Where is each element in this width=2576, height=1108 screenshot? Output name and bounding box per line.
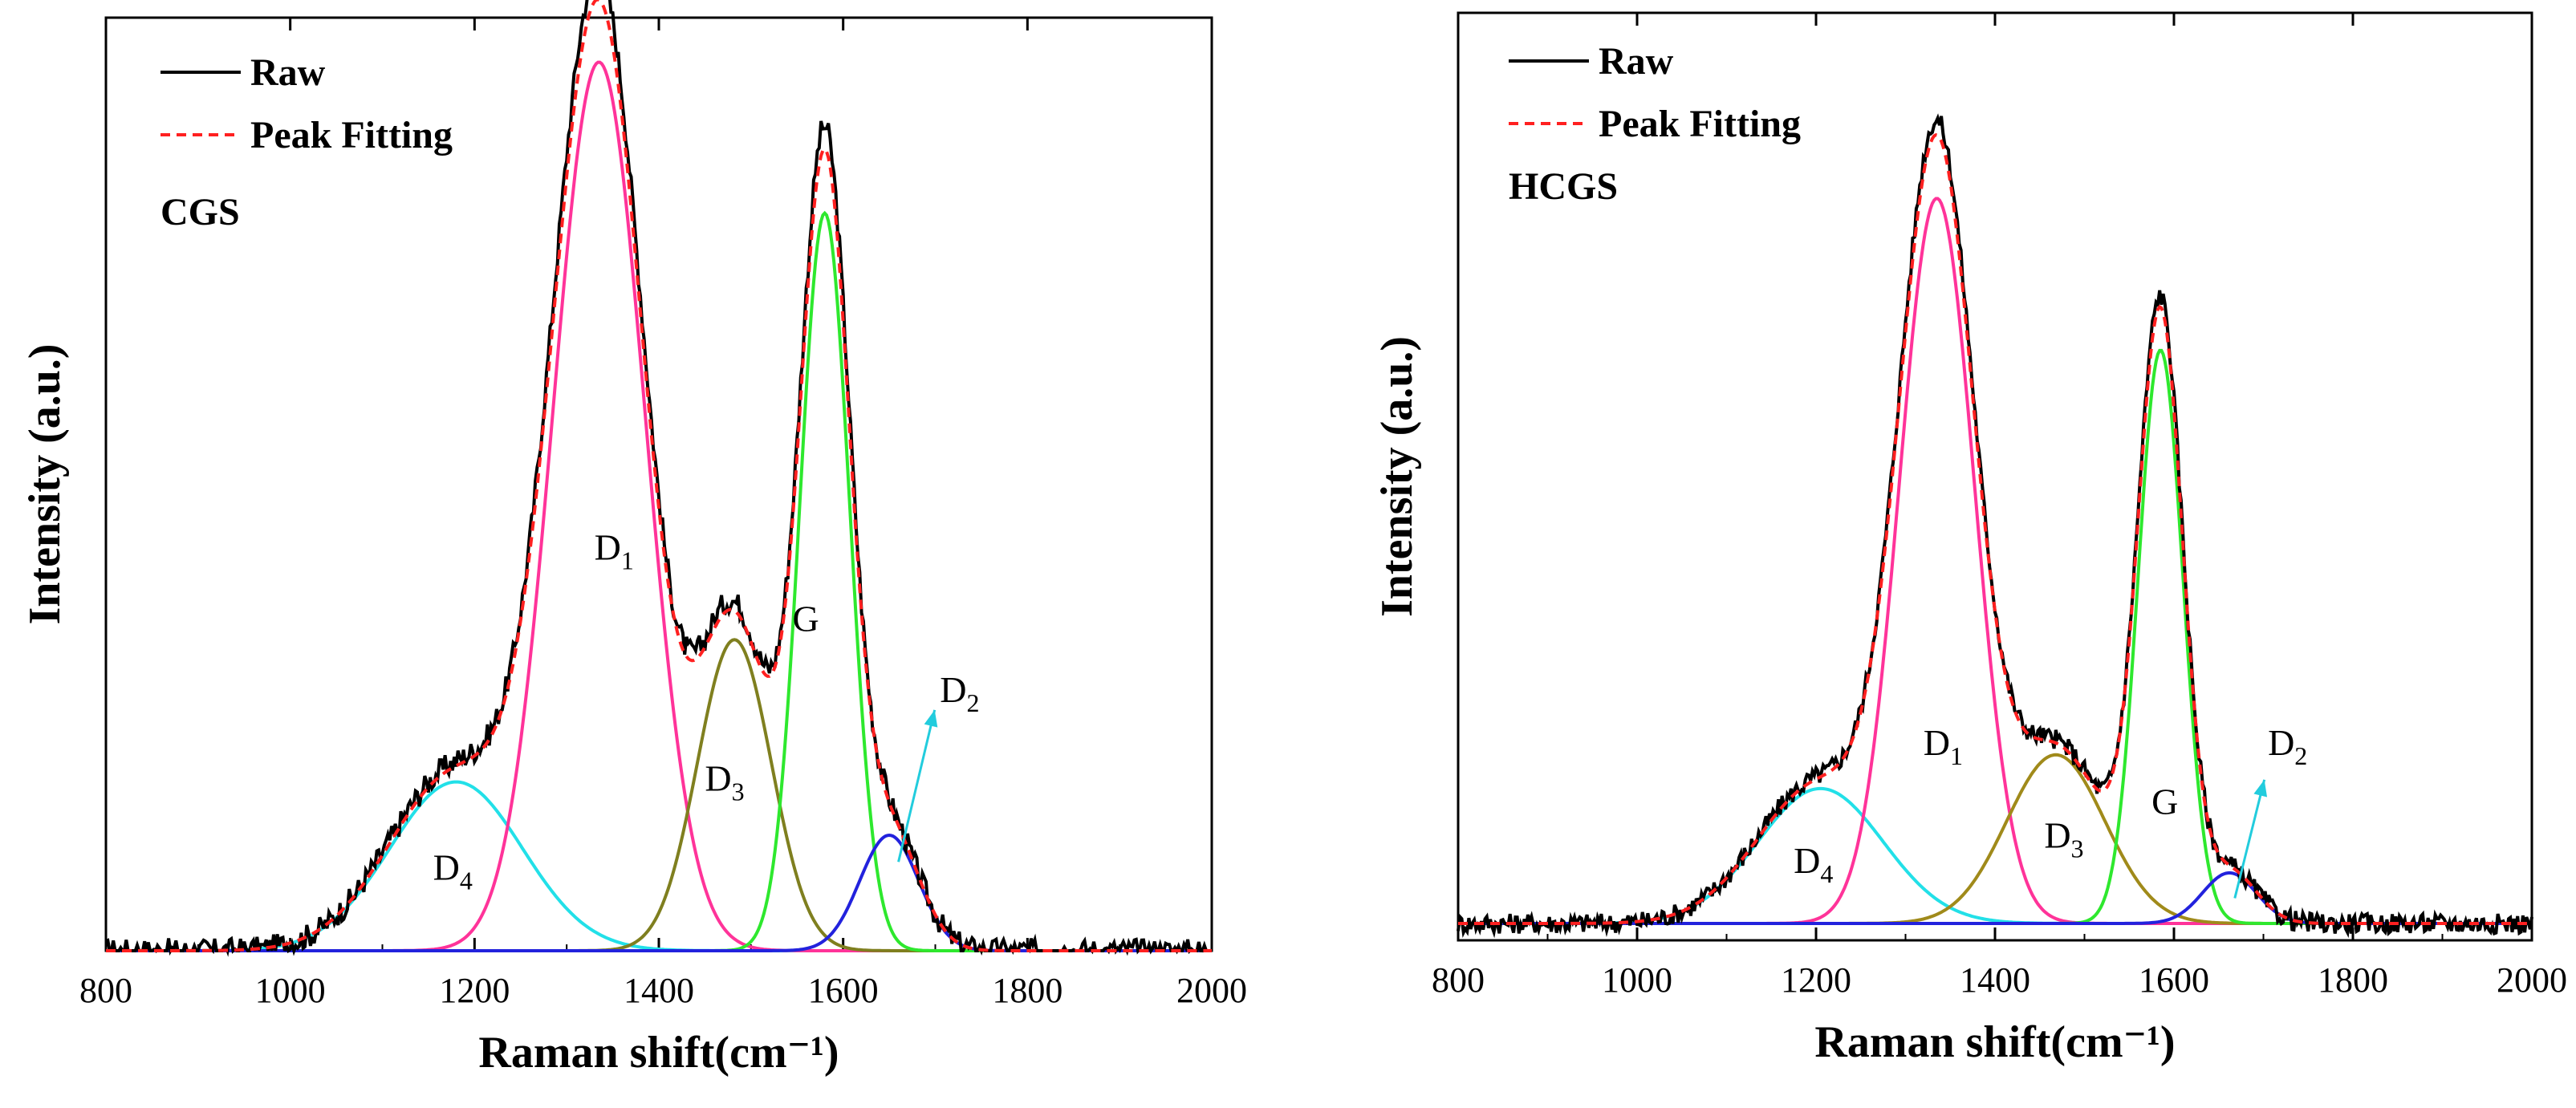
component-curve-d4 — [106, 780, 1212, 952]
x-tick-label: 1600 — [808, 971, 879, 1010]
component-curve-d2 — [106, 833, 1212, 952]
x-tick-label: 1800 — [2318, 960, 2388, 1000]
legend-fit-label: Peak Fitting — [1599, 103, 1801, 145]
peak-label-main: D — [940, 669, 966, 710]
peak-label-main: D — [1924, 722, 1950, 763]
peak-label-d2: D2 — [940, 669, 979, 717]
peak-label-main: D — [1794, 840, 1820, 881]
component-curve-d1 — [1458, 197, 2532, 925]
peak-label-main: D — [433, 846, 460, 887]
x-tick-label: 1200 — [1781, 960, 1851, 1000]
x-axis-label: Raman shift(cm⁻¹) — [1814, 1017, 2175, 1067]
x-tick-label: 2000 — [2497, 960, 2567, 1000]
x-axis-label: Raman shift(cm⁻¹) — [478, 1028, 839, 1078]
x-tick-label: 2000 — [1176, 971, 1247, 1010]
peak-label-d1: D1 — [1924, 722, 1963, 770]
y-axis-label: Intensity (a.u.) — [1372, 336, 1422, 617]
d2-pointer-arrow — [897, 709, 937, 862]
peak-fitting-line — [1458, 132, 2532, 925]
sample-label: HCGS — [1509, 165, 1618, 208]
peak-label-main: D — [705, 758, 731, 799]
peak-label-d4: D4 — [433, 846, 473, 895]
legend-raw-label: Raw — [1599, 40, 1674, 83]
peak-label-main: G — [2151, 781, 2178, 822]
d2-arrow-head — [2253, 779, 2268, 798]
peak-label-main: G — [793, 598, 819, 639]
peak-label-sub: 4 — [1820, 859, 1833, 888]
x-tick-label: 1000 — [1602, 960, 1672, 1000]
peak-label-d3: D3 — [2044, 814, 2083, 862]
legend-fit-label: Peak Fitting — [250, 114, 453, 156]
x-tick-label: 1000 — [255, 971, 326, 1010]
chart-hcgs: 800 1000 1200 1400 1600 1800 2000 Raman shift(c… — [1372, 11, 2567, 1067]
peak-label-d3: D3 — [705, 758, 744, 806]
x-tick-label: 800 — [1432, 960, 1485, 1000]
chart-cgs: 800 1000 1200 1400 1600 1800 2000 Raman shift(c… — [20, 0, 1247, 1078]
y-axis-label: Intensity (a.u.) — [20, 343, 70, 624]
d2-pointer-arrow — [2233, 779, 2266, 899]
peak-label-sub: 3 — [2071, 834, 2084, 862]
peak-label-d1: D1 — [595, 527, 634, 575]
raw-spectrum-line — [1457, 113, 2533, 939]
peak-label-sub: 2 — [2294, 741, 2307, 770]
sample-label: CGS — [160, 191, 240, 233]
component-curve-d3 — [1458, 753, 2532, 925]
peak-label-d2: D2 — [2268, 722, 2307, 770]
peak-label-d4: D4 — [1794, 840, 1833, 888]
peak-label-sub: 2 — [966, 688, 979, 717]
component-curve-d4 — [1458, 786, 2532, 925]
x-tick-label: 800 — [79, 971, 132, 1010]
peak-label-sub: 1 — [1950, 741, 1963, 770]
x-tick-label: 1200 — [439, 971, 510, 1010]
peak-label-main: D — [2044, 814, 2070, 855]
legend-raw-label: Raw — [250, 51, 326, 94]
x-tick-label: 1400 — [624, 971, 694, 1010]
peak-label-sub: 1 — [621, 546, 634, 575]
peak-label-sub: 3 — [732, 777, 745, 806]
x-tick-label: 1600 — [2139, 960, 2209, 1000]
x-tick-label: 1400 — [1960, 960, 2030, 1000]
peak-label-main: D — [595, 527, 621, 568]
peak-label-main: D — [2268, 722, 2294, 763]
component-curve-d3 — [106, 638, 1212, 952]
x-tick-label: 1800 — [992, 971, 1062, 1010]
component-curve-g — [1458, 348, 2532, 925]
d2-arrow-head — [924, 709, 938, 728]
raw-spectrum-line — [105, 0, 1212, 957]
peak-label-sub: 4 — [460, 866, 473, 895]
peak-fitting-line — [106, 0, 1212, 952]
peak-label-g: G — [2151, 781, 2178, 822]
plot-frame — [1457, 11, 2533, 942]
peak-label-g: G — [793, 598, 819, 639]
